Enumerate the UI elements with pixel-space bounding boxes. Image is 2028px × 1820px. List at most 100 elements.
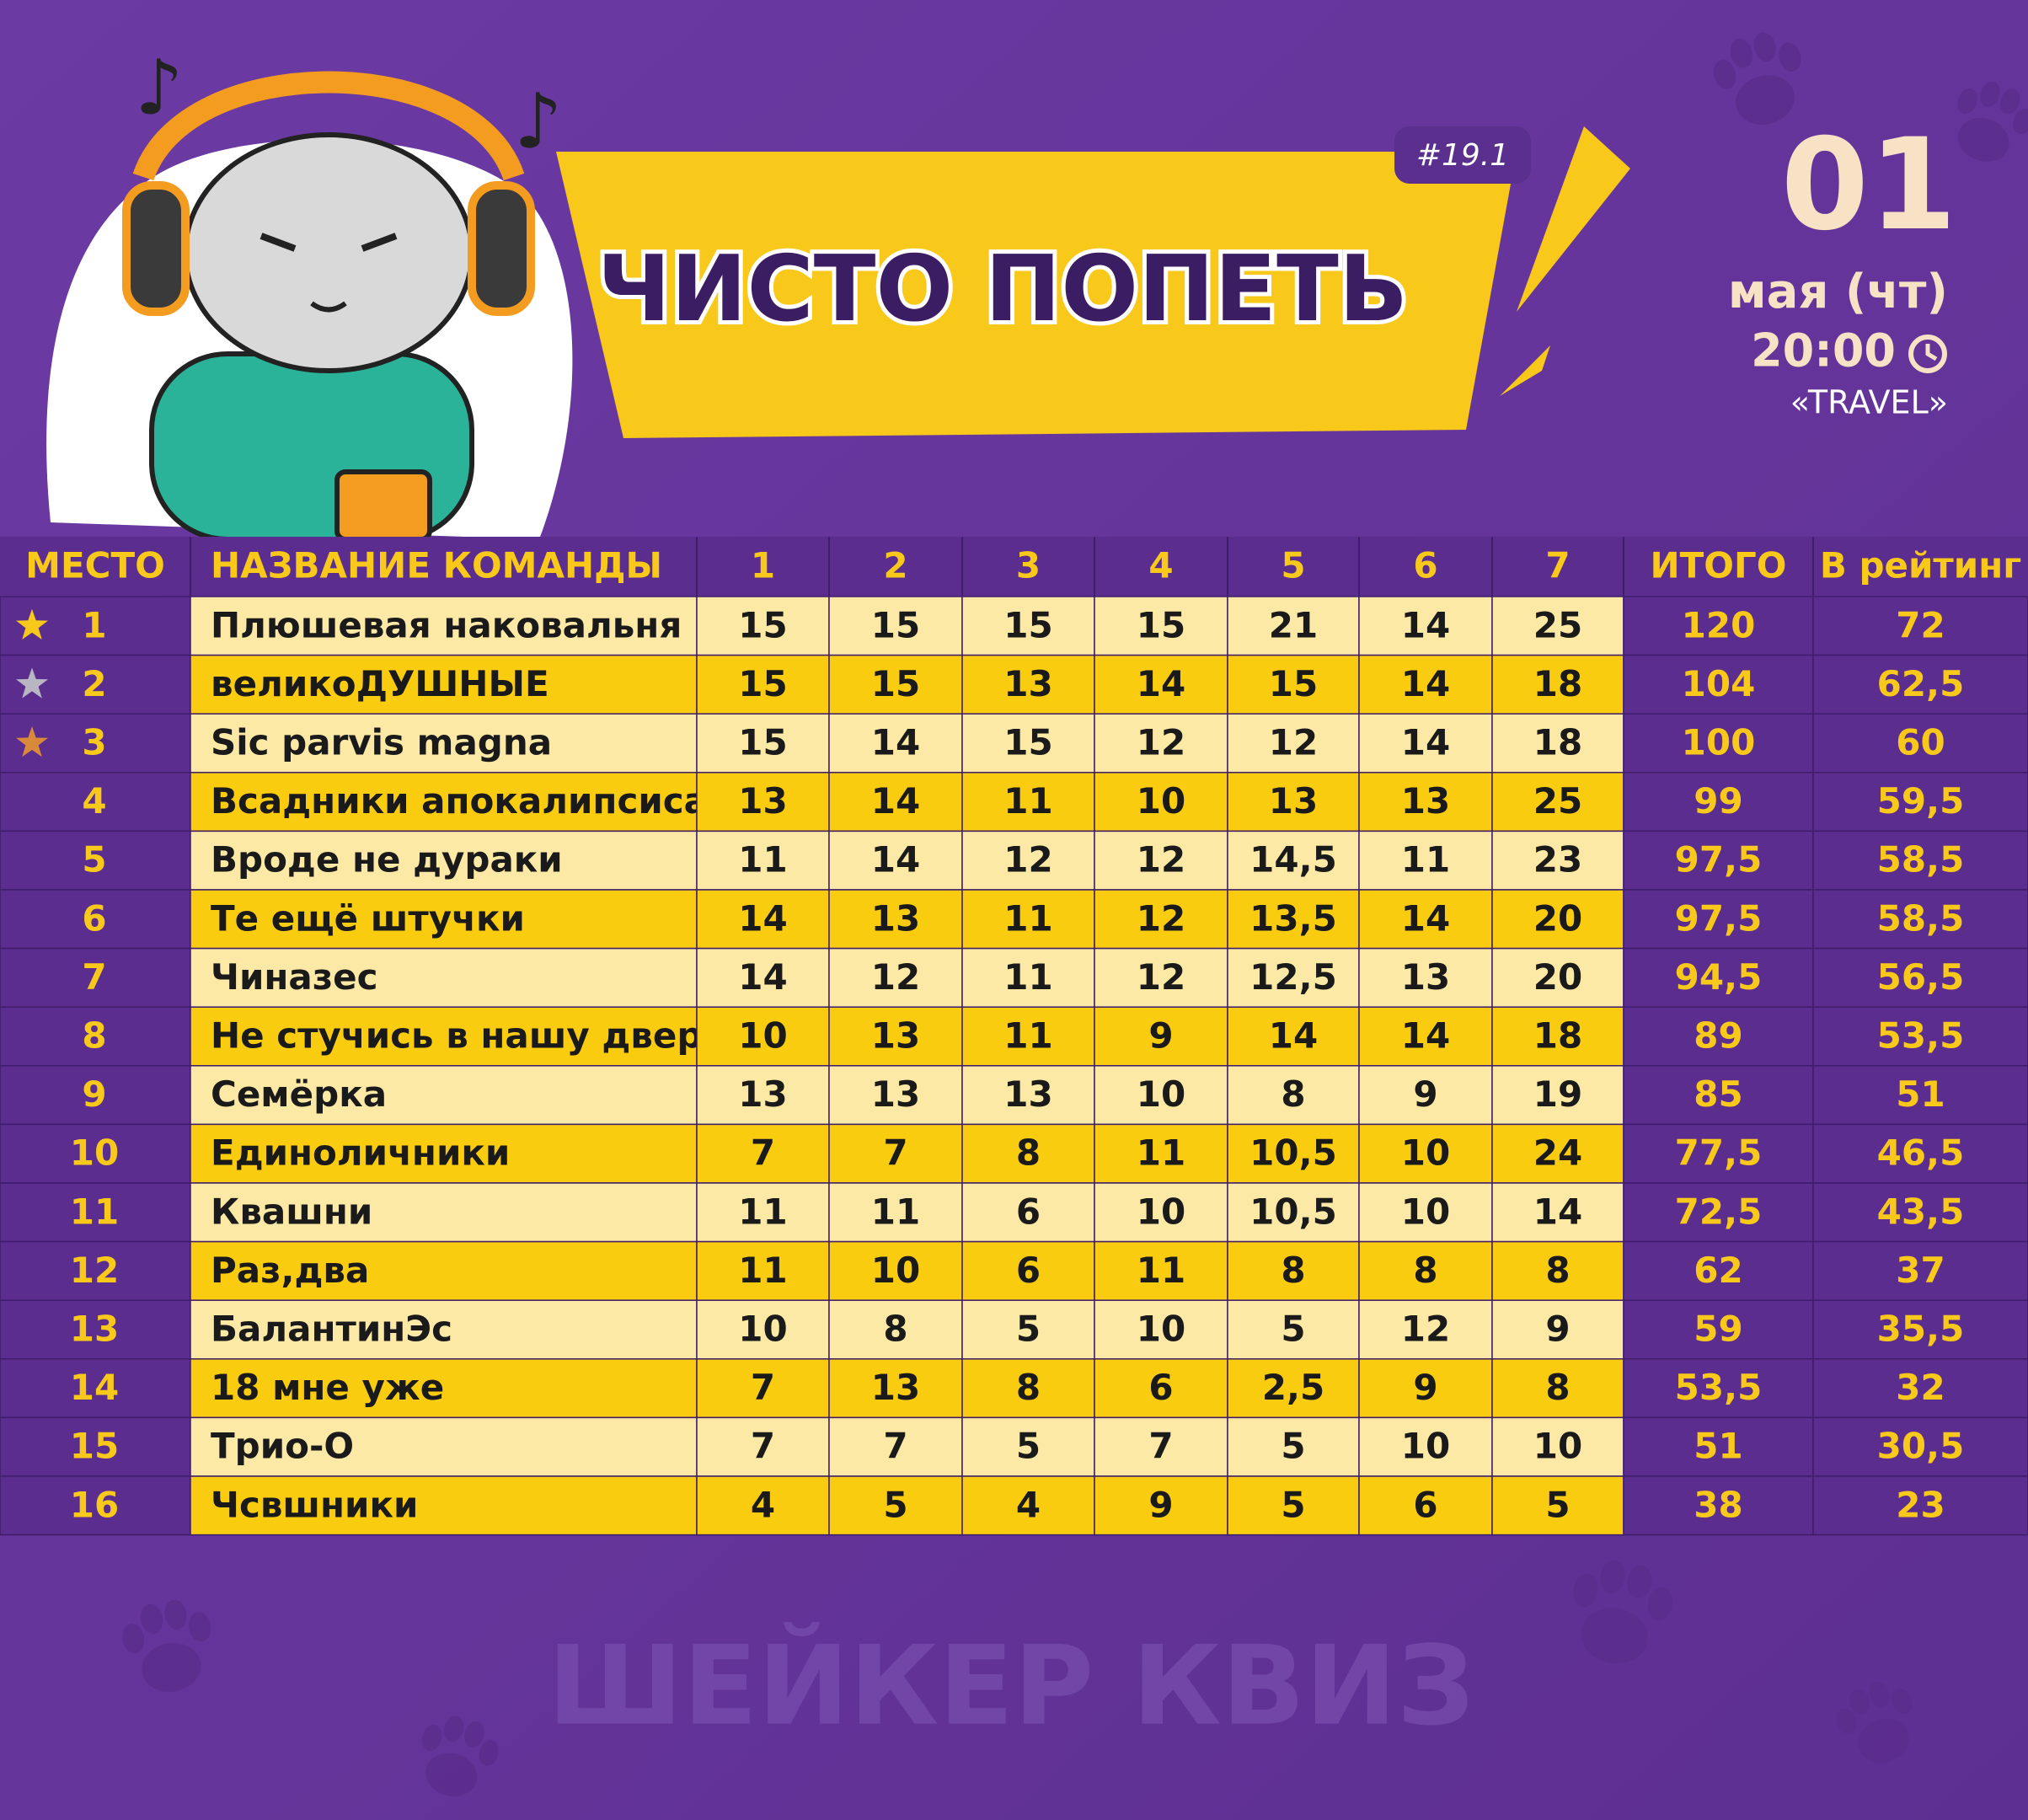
team-name: Sic parvis magna [211,722,552,763]
round-score: 13 [871,1367,920,1408]
round-score: 2,5 [1262,1367,1324,1408]
round-score: 15 [1269,663,1318,704]
round-score: 4 [1016,1484,1041,1525]
total: 38 [1694,1484,1742,1525]
round-score: 12 [1269,722,1318,763]
round-score: 14 [1533,1191,1582,1232]
score-cell [190,654,698,715]
round-score: 15 [1003,722,1052,763]
score-cell [1491,654,1624,715]
round-score: 13,5 [1249,897,1337,939]
score-cell [1094,830,1228,891]
round-score: 7 [751,1132,775,1174]
side-cell [0,947,191,1008]
score-cell [190,596,698,656]
score-cell [696,1475,830,1536]
round-score: 5 [1281,1484,1305,1525]
round-score: 8 [1413,1250,1437,1291]
total: 100 [1682,722,1756,763]
side-cell [1812,1182,2028,1243]
rating: 56,5 [1877,956,1965,998]
score-cell [828,772,963,832]
banner-accent [1500,345,1550,396]
score-cell [1491,596,1624,656]
side-cell [0,1475,191,1536]
total: 120 [1682,604,1756,645]
round-score: 12 [1137,956,1185,998]
score-cell [1094,772,1228,832]
place: 8 [82,1015,106,1057]
score-cell [1227,1358,1360,1419]
team-name: великоДУШНЫЕ [211,663,549,704]
round-score: 9 [1545,1309,1570,1350]
round-score: 10 [1137,1191,1185,1232]
score-cell [961,596,1095,656]
column-header: ИТОГО [1651,545,1787,586]
round-score: 7 [751,1426,775,1467]
round-score: 7 [883,1132,907,1174]
total: 89 [1694,1015,1742,1057]
score-cell [190,1358,698,1419]
rating: 58,5 [1877,839,1965,881]
round-score: 23 [1533,839,1582,881]
banner-accent [1517,126,1630,312]
place: 1 [82,604,106,645]
score-cell [190,1299,698,1360]
score-cell [961,947,1095,1008]
score-cell [828,1182,963,1243]
side-cell [1812,1416,2028,1477]
score-cell [1094,889,1228,950]
side-cell [1623,1416,1814,1477]
rating: 59,5 [1877,780,1965,822]
round-score: 5 [1545,1484,1570,1525]
column-header: 1 [751,545,775,586]
score-cell [1491,1182,1624,1243]
score-cell [1358,889,1493,950]
score-cell [1358,1475,1493,1536]
column-header: В рейтинг [1820,545,2021,586]
round-score: 18 [1533,722,1582,763]
round-score: 6 [1016,1191,1041,1232]
score-cell [1094,1006,1228,1067]
place: 15 [70,1426,119,1467]
score-cell [1491,889,1624,950]
round-score: 5 [1281,1426,1305,1467]
medal-star [16,726,48,757]
score-cell [961,713,1095,774]
round-score: 14 [1401,604,1450,645]
score-cell [1094,596,1228,656]
round-score: 12 [1401,1309,1450,1350]
round-score: 10 [1401,1426,1450,1467]
side-cell [1623,1475,1814,1536]
score-cell [1094,1299,1228,1360]
round-score: 11 [1137,1250,1185,1291]
round-score: 20 [1533,956,1582,998]
place: 3 [82,722,106,763]
score-cell [961,1299,1095,1360]
round-score: 15 [871,604,920,645]
round-score: 12 [1137,722,1185,763]
score-cell [1227,1123,1360,1184]
score-cell [828,596,963,656]
total: 53,5 [1675,1367,1763,1408]
round-score: 7 [883,1426,907,1467]
round-score: 5 [883,1484,907,1525]
team-name: Трио-О [211,1426,354,1467]
round-score: 5 [1016,1426,1041,1467]
rating: 43,5 [1877,1191,1965,1232]
score-cell [961,654,1095,715]
medal-star [16,667,48,699]
place: 12 [70,1250,119,1291]
round-score: 8 [1281,1250,1305,1291]
column-header: 2 [883,545,907,586]
footer-brand: ШЕЙКЕР КВИЗ [548,1622,1474,1750]
score-cell [1358,596,1493,656]
round-score: 7 [751,1367,775,1408]
place: 4 [82,780,106,822]
round-score: 10,5 [1249,1132,1337,1174]
round-score: 9 [1413,1073,1437,1115]
round-score: 25 [1533,604,1582,645]
round-score: 13 [738,780,787,822]
round-score: 13 [871,1073,920,1115]
round-score: 14 [1401,722,1450,763]
